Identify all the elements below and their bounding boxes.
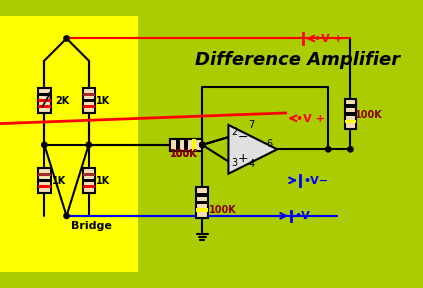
Bar: [345, 105, 356, 108]
Bar: [38, 99, 51, 102]
Bar: [176, 139, 180, 151]
Bar: [184, 139, 188, 151]
Bar: [82, 185, 95, 188]
Circle shape: [200, 142, 205, 147]
Text: 3: 3: [231, 158, 237, 168]
Text: 1K: 1K: [96, 176, 110, 186]
Circle shape: [42, 142, 47, 147]
Text: 1K: 1K: [96, 96, 110, 106]
Bar: [345, 112, 356, 116]
Circle shape: [64, 36, 69, 41]
Bar: [82, 88, 95, 113]
Text: −: −: [237, 131, 248, 144]
Text: 100K: 100K: [355, 110, 382, 120]
Bar: [192, 139, 196, 151]
Bar: [0, 16, 137, 272]
Text: 2: 2: [231, 127, 237, 137]
Text: 6: 6: [266, 139, 273, 149]
Bar: [170, 139, 202, 151]
Bar: [82, 179, 95, 182]
Bar: [82, 168, 95, 193]
Text: Difference Amplifier: Difference Amplifier: [195, 51, 400, 69]
Circle shape: [86, 142, 91, 147]
Text: 4: 4: [248, 159, 255, 168]
Bar: [38, 93, 51, 96]
Text: •V−: •V−: [294, 211, 320, 221]
Bar: [197, 208, 208, 212]
Bar: [345, 99, 356, 129]
Bar: [176, 139, 180, 151]
Bar: [82, 173, 95, 176]
Bar: [82, 99, 95, 102]
Bar: [38, 179, 51, 182]
Circle shape: [64, 213, 69, 219]
Bar: [184, 139, 188, 151]
Bar: [345, 120, 356, 123]
Text: 7: 7: [248, 120, 255, 130]
Text: +: +: [237, 152, 248, 165]
Circle shape: [200, 142, 205, 147]
Polygon shape: [228, 125, 277, 174]
Text: 100K: 100K: [170, 149, 198, 159]
Bar: [170, 139, 202, 151]
Text: •V +: •V +: [314, 34, 343, 44]
Bar: [82, 93, 95, 96]
Bar: [192, 139, 196, 151]
Bar: [38, 185, 51, 188]
Text: 100K: 100K: [170, 149, 198, 159]
Text: Bridge: Bridge: [71, 221, 112, 231]
Bar: [197, 187, 208, 218]
Text: 2K: 2K: [55, 96, 69, 106]
Bar: [38, 105, 51, 108]
Text: •V−: •V−: [303, 176, 329, 186]
Bar: [82, 105, 95, 108]
Bar: [197, 193, 208, 197]
Text: 100K: 100K: [209, 205, 236, 215]
Bar: [197, 201, 208, 204]
Circle shape: [326, 147, 331, 152]
Bar: [38, 88, 51, 113]
Text: 1K: 1K: [52, 176, 66, 186]
Bar: [38, 168, 51, 193]
Bar: [38, 173, 51, 176]
Circle shape: [348, 147, 353, 152]
Text: •V +: •V +: [296, 114, 325, 124]
